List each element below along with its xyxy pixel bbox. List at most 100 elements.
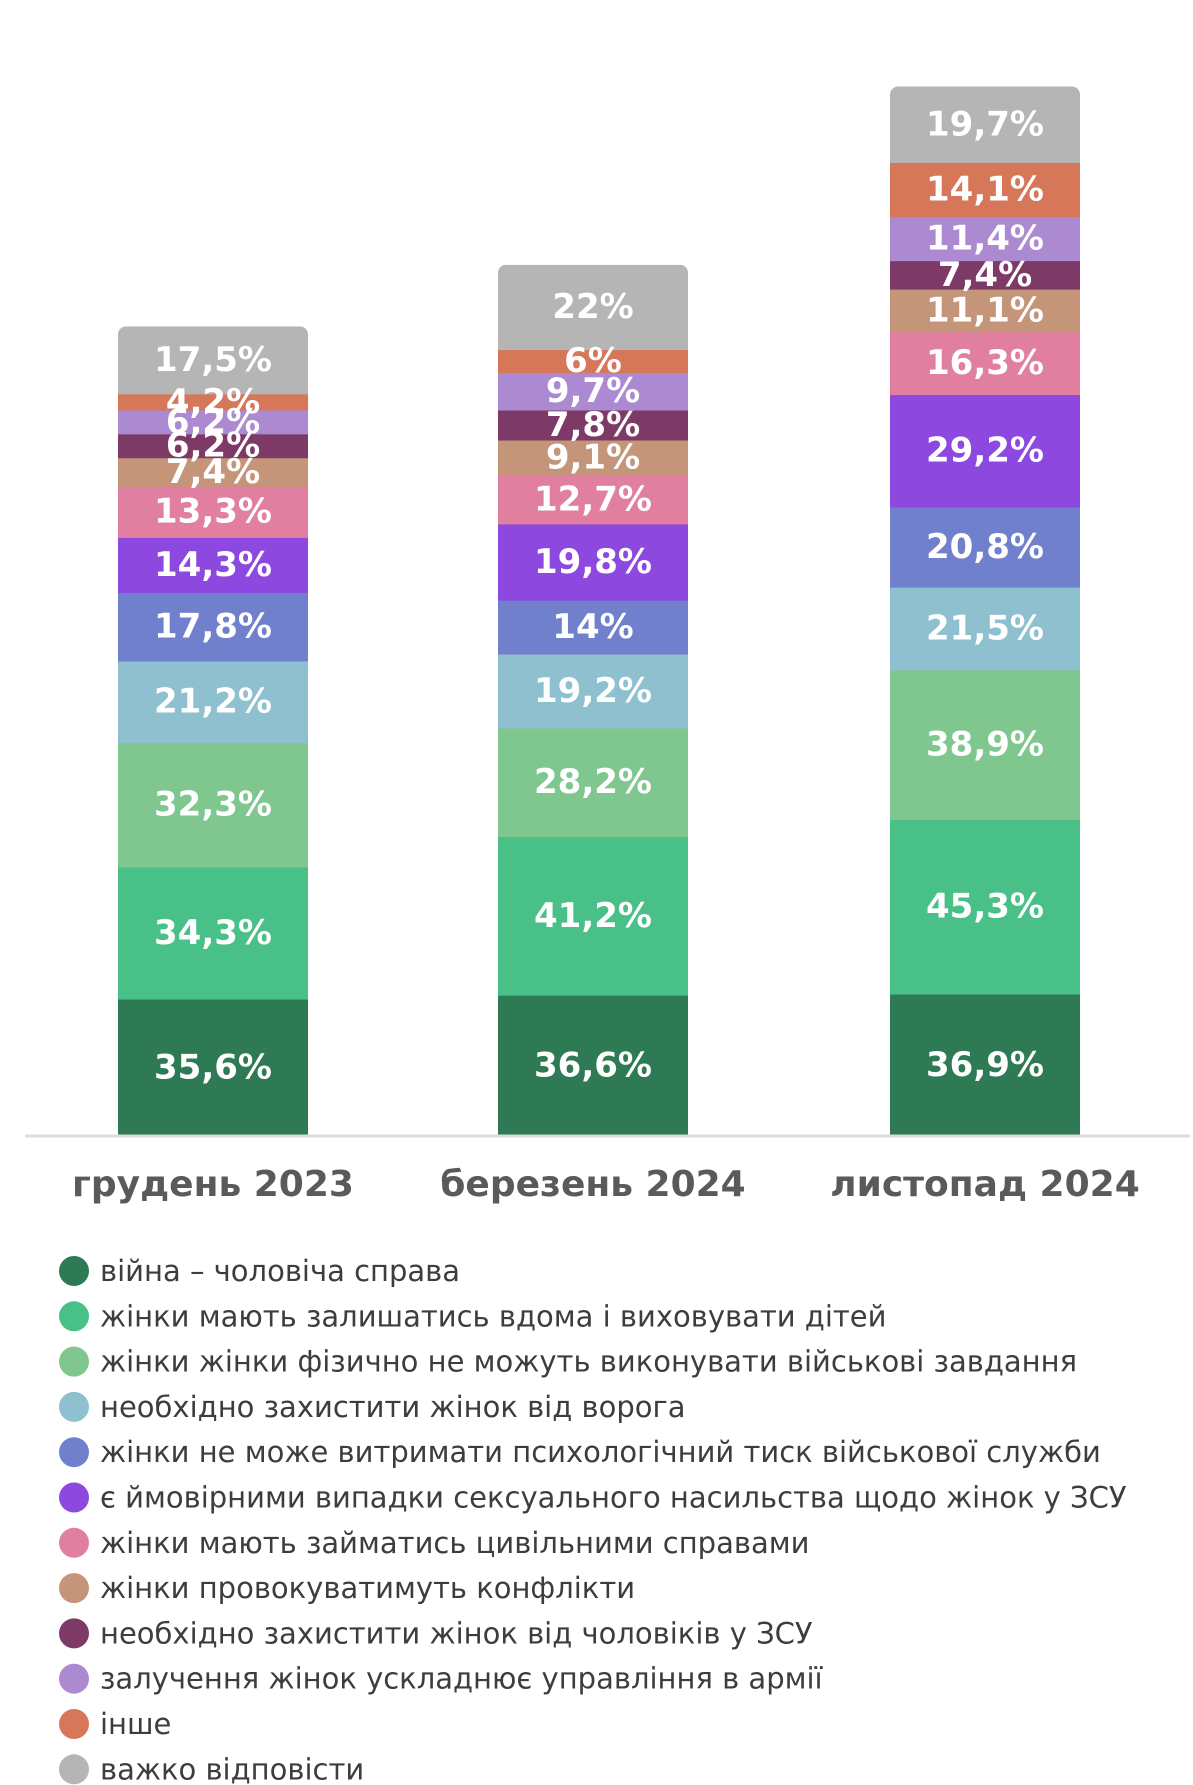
legend-item: залучення жінок ускладнює управління в а… <box>59 1662 824 1696</box>
category-label: листопад 2024 <box>830 1164 1140 1205</box>
bar-segment <box>498 409 688 441</box>
bar-segment <box>890 506 1080 588</box>
bar-stack-2: 36,9% 45,3% 38,9% 21,5% 20,8% 29,2% 16,3% 11,1%… <box>890 86 1080 1137</box>
bar-segment <box>890 260 1080 290</box>
bar-segment <box>498 349 688 374</box>
bar-segment <box>890 394 1080 508</box>
legend-label: необхідно захистити жінок від чоловіків … <box>100 1616 813 1650</box>
legend-swatch <box>59 1482 89 1513</box>
data-label: 11,4% <box>926 219 1044 259</box>
data-label: 7,4% <box>166 452 260 492</box>
legend-item: жінки мають займатись цивільними справам… <box>59 1526 809 1560</box>
bar-segment <box>890 669 1080 821</box>
bar-segment <box>498 600 688 655</box>
data-label: 17,8% <box>154 607 272 647</box>
data-label: 36,9% <box>926 1045 1044 1085</box>
category-label: грудень 2023 <box>72 1164 354 1205</box>
data-label: 28,2% <box>534 762 652 802</box>
legend-swatch <box>59 1437 89 1468</box>
bar-segment <box>118 537 308 593</box>
legend-item: важко відповісти <box>59 1752 364 1785</box>
bar-segment <box>890 993 1080 1137</box>
data-label: 41,2% <box>534 896 652 936</box>
data-label: 35,6% <box>154 1047 272 1087</box>
bar-segment <box>498 372 688 411</box>
bar-segment <box>118 409 308 435</box>
bar-segment <box>118 998 308 1137</box>
legend-swatch <box>59 1618 89 1649</box>
bar-segment <box>118 660 308 744</box>
data-label: 21,2% <box>154 682 272 722</box>
data-label: 32,3% <box>154 785 272 825</box>
data-label: 6,2% <box>166 426 260 466</box>
data-label: 14% <box>552 607 633 647</box>
data-label: 14,1% <box>926 169 1044 209</box>
legend-swatch <box>59 1256 89 1286</box>
bar-segment <box>890 216 1080 262</box>
bar-segment <box>118 866 308 1000</box>
data-label: 17,5% <box>154 340 272 380</box>
legend-item: війна – чоловіча справа <box>59 1254 460 1288</box>
bar-segment <box>118 592 308 662</box>
legend-item: є ймовірними випадки сексуального насиль… <box>59 1481 1127 1515</box>
data-label: 22% <box>552 287 633 327</box>
bar-segment <box>498 995 688 1137</box>
legend-label: війна – чоловіча справа <box>100 1254 460 1288</box>
data-label: 6,2% <box>166 402 260 442</box>
bar-segment <box>498 264 688 351</box>
data-label: 45,3% <box>926 887 1044 927</box>
bar-segment <box>890 289 1080 333</box>
legend-item: жінки не може витримати психологічний ти… <box>59 1435 1101 1469</box>
data-label: 12,7% <box>534 479 652 519</box>
bar-segment <box>118 326 308 395</box>
legend-swatch <box>59 1391 89 1422</box>
bar-segment <box>118 742 308 868</box>
data-label: 4,2% <box>166 382 260 422</box>
legend-label: необхідно захистити жінок від ворога <box>100 1390 686 1424</box>
category-labels: грудень 2023 березень 2024 листопад 2024 <box>72 1164 1140 1205</box>
legend-item: необхідно захистити жінок від чоловіків … <box>59 1616 813 1650</box>
bars-group: 35,6%34,3%32,3%21,2%17,8%14,3%13,3%7,4%6… <box>118 86 1080 1137</box>
bar-segment <box>890 86 1080 163</box>
legend-label: залучення жінок ускладнює управління в а… <box>100 1662 824 1696</box>
legend-swatch <box>59 1346 89 1377</box>
bar-segment <box>498 653 688 729</box>
legend-swatch <box>59 1301 89 1332</box>
bar-segment <box>118 486 308 538</box>
data-label: 34,3% <box>154 913 272 953</box>
bar-segment <box>118 433 308 459</box>
bar-segment <box>890 162 1080 218</box>
bar-segment <box>498 727 688 838</box>
data-label: 19,7% <box>926 104 1044 144</box>
data-label: 9,1% <box>546 437 640 477</box>
data-label: 11,1% <box>926 290 1044 330</box>
legend: війна – чоловіча справа жінки мають залиш… <box>59 1254 1127 1785</box>
legend-item: жінки мають залишатись вдома і виховуват… <box>59 1299 887 1333</box>
legend-label: жінки мають залишатись вдома і виховуват… <box>100 1299 887 1333</box>
bar-segment <box>498 474 688 525</box>
data-label: 38,9% <box>926 725 1044 765</box>
bar-stack-1: 36,6% 41,2% 28,2% 19,2% 14% 19,8% 12,7%9,1%7,8… <box>498 264 688 1137</box>
legend-item: жінки провокуватимуть конфлікти <box>59 1571 635 1605</box>
data-label: 16,3% <box>926 343 1044 383</box>
bar-segment <box>498 523 688 601</box>
legend-swatch <box>59 1573 89 1604</box>
legend-swatch <box>59 1663 89 1694</box>
data-label: 14,3% <box>154 545 272 585</box>
legend-swatch <box>59 1709 89 1739</box>
data-label: 29,2% <box>926 431 1044 471</box>
legend-swatch <box>59 1527 89 1558</box>
bar-segment <box>890 331 1080 396</box>
legend-label: жінки жінки фізично не можуть виконувати… <box>100 1345 1077 1379</box>
bar-segment <box>498 836 688 996</box>
data-label: 36,6% <box>534 1046 652 1086</box>
legend-label: жінки провокуватимуть конфлікти <box>100 1571 635 1605</box>
data-label: 7,8% <box>546 405 640 445</box>
legend-label: є ймовірними випадки сексуального насиль… <box>100 1481 1127 1515</box>
data-label: 21,5% <box>926 608 1044 648</box>
bar-stack-0: 35,6%34,3%32,3%21,2%17,8%14,3%13,3%7,4%6… <box>118 326 308 1137</box>
category-label: березень 2024 <box>440 1164 745 1205</box>
legend-label: жінки мають займатись цивільними справам… <box>100 1526 809 1560</box>
data-label: 19,8% <box>534 542 652 582</box>
bar-segment <box>118 393 308 411</box>
